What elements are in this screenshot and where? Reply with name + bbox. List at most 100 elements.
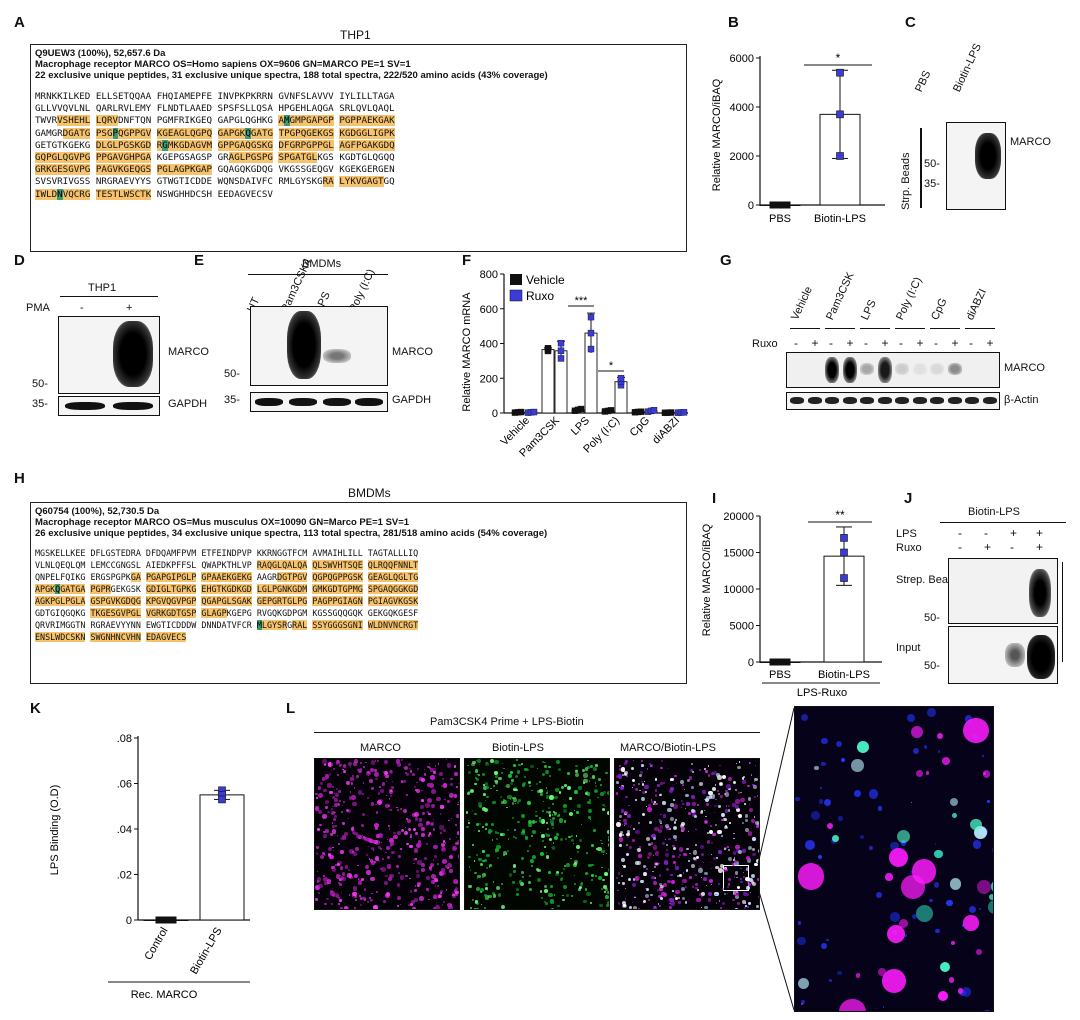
panel-l-speck [607, 901, 609, 905]
panel-l-speck [672, 826, 677, 831]
panel-l-speck [832, 835, 840, 843]
panel-l-speck [467, 819, 469, 821]
panel-l-speck [888, 847, 908, 868]
panel-l-speck [709, 824, 712, 828]
panel-l-speck [417, 768, 420, 771]
panel-l-speck [516, 759, 518, 761]
panel-j-sign: - [958, 526, 962, 540]
panel-l-speck [645, 790, 648, 794]
panel-l-speck [574, 769, 578, 773]
panel-i-xlabel-biotin: Biotin-LPS [818, 669, 870, 681]
panel-l-speck [341, 835, 347, 841]
panel-l-speck [341, 804, 344, 806]
panel-g-label: G [720, 252, 732, 269]
panel-l-speck [478, 763, 481, 766]
panel-l-speck [339, 906, 344, 909]
panel-l-speck [384, 774, 389, 779]
panel-l-speck [362, 793, 364, 795]
panel-l-speck [485, 799, 487, 801]
panel-l-speck [628, 877, 632, 882]
panel-l-speck [501, 762, 503, 764]
panel-l-speck [678, 874, 682, 878]
panel-l-speck [682, 871, 685, 874]
panel-l-speck [733, 781, 737, 785]
panel-l-speck [543, 885, 547, 889]
panel-l-speck [728, 878, 731, 881]
panel-l-speck [678, 847, 684, 852]
panel-l-speck [622, 882, 625, 885]
panel-l-speck [718, 866, 720, 869]
panel-l-speck [415, 858, 418, 860]
panel-l-speck [636, 847, 641, 852]
panel-l-speck [352, 851, 357, 856]
panel-l-speck [653, 876, 656, 879]
panel-l-speck [357, 789, 363, 795]
panel-g-marco-band [947, 363, 962, 375]
panel-l-marco-image [314, 758, 460, 910]
panel-l-speck [335, 787, 338, 790]
panel-i-point [840, 574, 848, 582]
panel-l-speck [510, 779, 514, 783]
panel-l-speck [700, 810, 703, 813]
panel-l-speck [875, 891, 882, 898]
panel-l-speck [587, 800, 591, 805]
panel-f-point [517, 408, 525, 416]
panel-l-speck [327, 855, 330, 858]
sequence-row: GDTGIQGQKG TKGESGVPGL VGRKGDTGSP GLAGPKG… [35, 608, 419, 618]
panel-l-speck [660, 884, 664, 889]
panel-e-cell: BMDMs [302, 258, 342, 270]
panel-l-speck [397, 896, 402, 901]
panel-l-speck [361, 834, 363, 836]
panel-l-speck [493, 881, 495, 883]
panel-b-point [776, 201, 784, 209]
panel-l-speck [527, 780, 531, 784]
panel-l-speck [513, 798, 517, 802]
panel-l-speck [656, 783, 660, 787]
panel-l-speck [522, 783, 526, 787]
panel-l-speck [416, 869, 420, 873]
panel-g-lane-label: CpG [929, 296, 950, 322]
panel-l-speck [659, 887, 663, 891]
panel-l-speck [322, 759, 328, 765]
panel-l-speck [512, 869, 516, 873]
panel-l-speck [642, 900, 646, 904]
panel-l-speck [525, 836, 529, 840]
panel-l-speck [399, 848, 402, 851]
panel-l-speck [682, 883, 684, 885]
panel-j-box2-label: Input [896, 642, 921, 654]
panel-l-speck [638, 854, 643, 858]
panel-l-speck [318, 883, 323, 889]
panel-b-point [783, 201, 791, 209]
panel-l-speck [737, 791, 741, 795]
sequence-row: VLNLQEQLQM LEMCCGNGSL AIEDKPFFSL QWAPKTH… [35, 560, 419, 570]
panel-j-sign: + [1036, 540, 1044, 554]
panel-l-zoom-line-top [757, 707, 795, 865]
panel-l-speck [740, 792, 742, 794]
panel-l-speck [619, 764, 622, 767]
panel-l-speck [316, 877, 322, 882]
panel-l-speck [537, 877, 542, 883]
panel-l-speck [650, 893, 653, 896]
panel-l-speck [352, 885, 358, 891]
panel-l-speck [688, 812, 692, 816]
panel-f-legend-vehicle-swatch [510, 274, 522, 285]
panel-f-ytick-label: 200 [480, 373, 498, 385]
panel-l-speck [451, 891, 454, 894]
panel-l-speck [493, 784, 496, 787]
panel-l-speck [675, 896, 679, 900]
panel-l-speck [333, 811, 336, 814]
panel-l-speck [632, 839, 635, 843]
panel-l-speck [735, 871, 739, 875]
panel-l-speck [624, 897, 627, 900]
panel-l-speck [675, 838, 677, 841]
panel-l-speck [608, 838, 609, 843]
panel-l-speck [562, 885, 568, 890]
panel-l-speck [827, 823, 834, 830]
panel-l-speck [640, 880, 644, 884]
panel-l-speck [641, 783, 645, 787]
panel-l-speck [474, 782, 477, 785]
sequence-row: AGKPGLPGLA GSPGVKGDQG KPGVQGVPGP QGAPGLS… [35, 596, 419, 606]
panel-l-speck [361, 836, 366, 841]
panel-l-speck [350, 795, 356, 800]
panel-l-speck [541, 760, 544, 763]
